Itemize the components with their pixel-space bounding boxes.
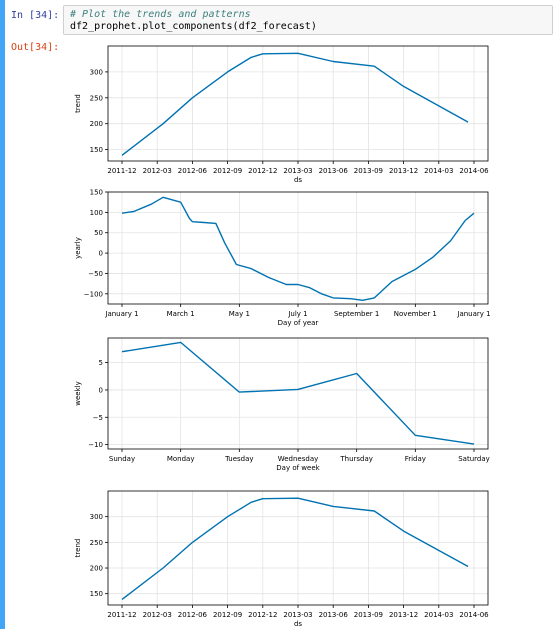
x-tick-label: 2013-03 <box>283 611 312 619</box>
x-tick-label: 2014-03 <box>424 611 453 619</box>
x-tick-label: 2013-09 <box>354 167 383 175</box>
y-tick-label: −100 <box>84 290 103 298</box>
x-tick-label: September 1 <box>334 310 379 318</box>
x-tick-label: 2012-12 <box>248 167 277 175</box>
y-tick-label: 300 <box>90 513 103 521</box>
x-tick-label: 2013-06 <box>319 611 349 619</box>
output-prompt: Out[34]: <box>11 42 60 53</box>
y-tick-label: 0 <box>99 386 103 394</box>
y-tick-label: 5 <box>99 359 103 367</box>
x-tick-label: 2013-12 <box>389 611 418 619</box>
y-tick-label: 50 <box>94 229 103 237</box>
x-tick-label: Friday <box>405 455 426 463</box>
chart-panel-3: Sunday Monday Tuesday Wednesday Thursday Frid… <box>74 337 490 472</box>
x-axis-label: ds <box>294 620 302 628</box>
x-tick-label: Thursday <box>339 455 373 463</box>
x-tick-label: Saturday <box>458 455 490 463</box>
x-tick-label: 2012-09 <box>213 611 242 619</box>
x-tick-label: 2013-06 <box>319 167 349 175</box>
chart-panel-4: 2011-12 2012-03 2012-06 2012-09 2012-12 2013-… <box>74 490 489 628</box>
chart-panel-1: 2011-12 2012-03 2012-06 2012-09 2012-12 2013-… <box>74 45 489 184</box>
y-tick-label: 300 <box>90 68 103 76</box>
x-tick-label: 2012-09 <box>213 167 242 175</box>
series-line <box>121 341 475 445</box>
series-line <box>121 196 475 301</box>
x-tick-label: 2011-12 <box>107 167 136 175</box>
x-axis-label: Day of year <box>278 319 319 327</box>
x-tick-label: Tuesday <box>224 455 253 463</box>
y-axis-label: trend <box>74 539 82 558</box>
code-input-area[interactable]: # Plot the trends and patterns df2_proph… <box>63 5 553 35</box>
series-line <box>121 52 469 156</box>
cell-selection-bar <box>0 0 5 629</box>
code-comment: # Plot the trends and patterns <box>70 9 251 20</box>
x-tick-label: 2013-03 <box>283 167 312 175</box>
x-tick-label: 2012-06 <box>178 167 208 175</box>
x-tick-label: 2011-12 <box>107 611 136 619</box>
x-tick-label: 2012-12 <box>248 611 277 619</box>
x-tick-label: May 1 <box>229 310 250 318</box>
y-axis-label: trend <box>74 94 82 113</box>
y-axis-label: weekly <box>74 381 82 405</box>
chart-panel-2: January 1 March 1 May 1 July 1 September 1 No… <box>74 189 491 328</box>
x-tick-label: 2013-09 <box>354 611 383 619</box>
x-axis-label: Day of week <box>276 464 320 472</box>
code-line: df2_prophet.plot_components(df2_forecast… <box>70 21 317 32</box>
y-tick-label: 0 <box>99 250 103 258</box>
x-tick-label: 2013-12 <box>389 167 418 175</box>
x-tick-label: January 1 <box>456 310 490 318</box>
y-axis-label: yearly <box>74 237 82 259</box>
y-tick-label: 250 <box>90 539 103 547</box>
x-tick-label: Monday <box>167 455 195 463</box>
input-prompt: In [34]: <box>11 10 60 21</box>
x-tick-label: 2014-06 <box>459 167 489 175</box>
x-tick-label: January 1 <box>104 310 138 318</box>
series-line <box>121 497 469 600</box>
x-tick-label: Wednesday <box>278 455 319 463</box>
x-tick-label: 2014-03 <box>424 167 453 175</box>
y-tick-label: 200 <box>90 120 103 128</box>
y-tick-label: 150 <box>90 146 103 154</box>
x-tick-label: 2012-03 <box>143 167 172 175</box>
y-tick-label: 200 <box>90 565 103 573</box>
x-tick-label: Sunday <box>109 455 135 463</box>
x-tick-label: November 1 <box>394 310 437 318</box>
x-tick-label: 2012-06 <box>178 611 208 619</box>
y-tick-label: −5 <box>93 414 103 422</box>
y-tick-label: 150 <box>90 189 103 197</box>
y-tick-label: 100 <box>90 209 103 217</box>
y-tick-label: 250 <box>90 94 103 102</box>
x-tick-label: 2014-06 <box>459 611 489 619</box>
x-tick-label: 2012-03 <box>143 611 172 619</box>
y-tick-label: 150 <box>90 590 103 598</box>
y-tick-label: −10 <box>88 441 103 449</box>
x-axis-label: ds <box>294 176 302 184</box>
x-tick-label: July 1 <box>287 310 307 318</box>
y-tick-label: −50 <box>88 270 103 278</box>
x-tick-label: March 1 <box>167 310 195 318</box>
